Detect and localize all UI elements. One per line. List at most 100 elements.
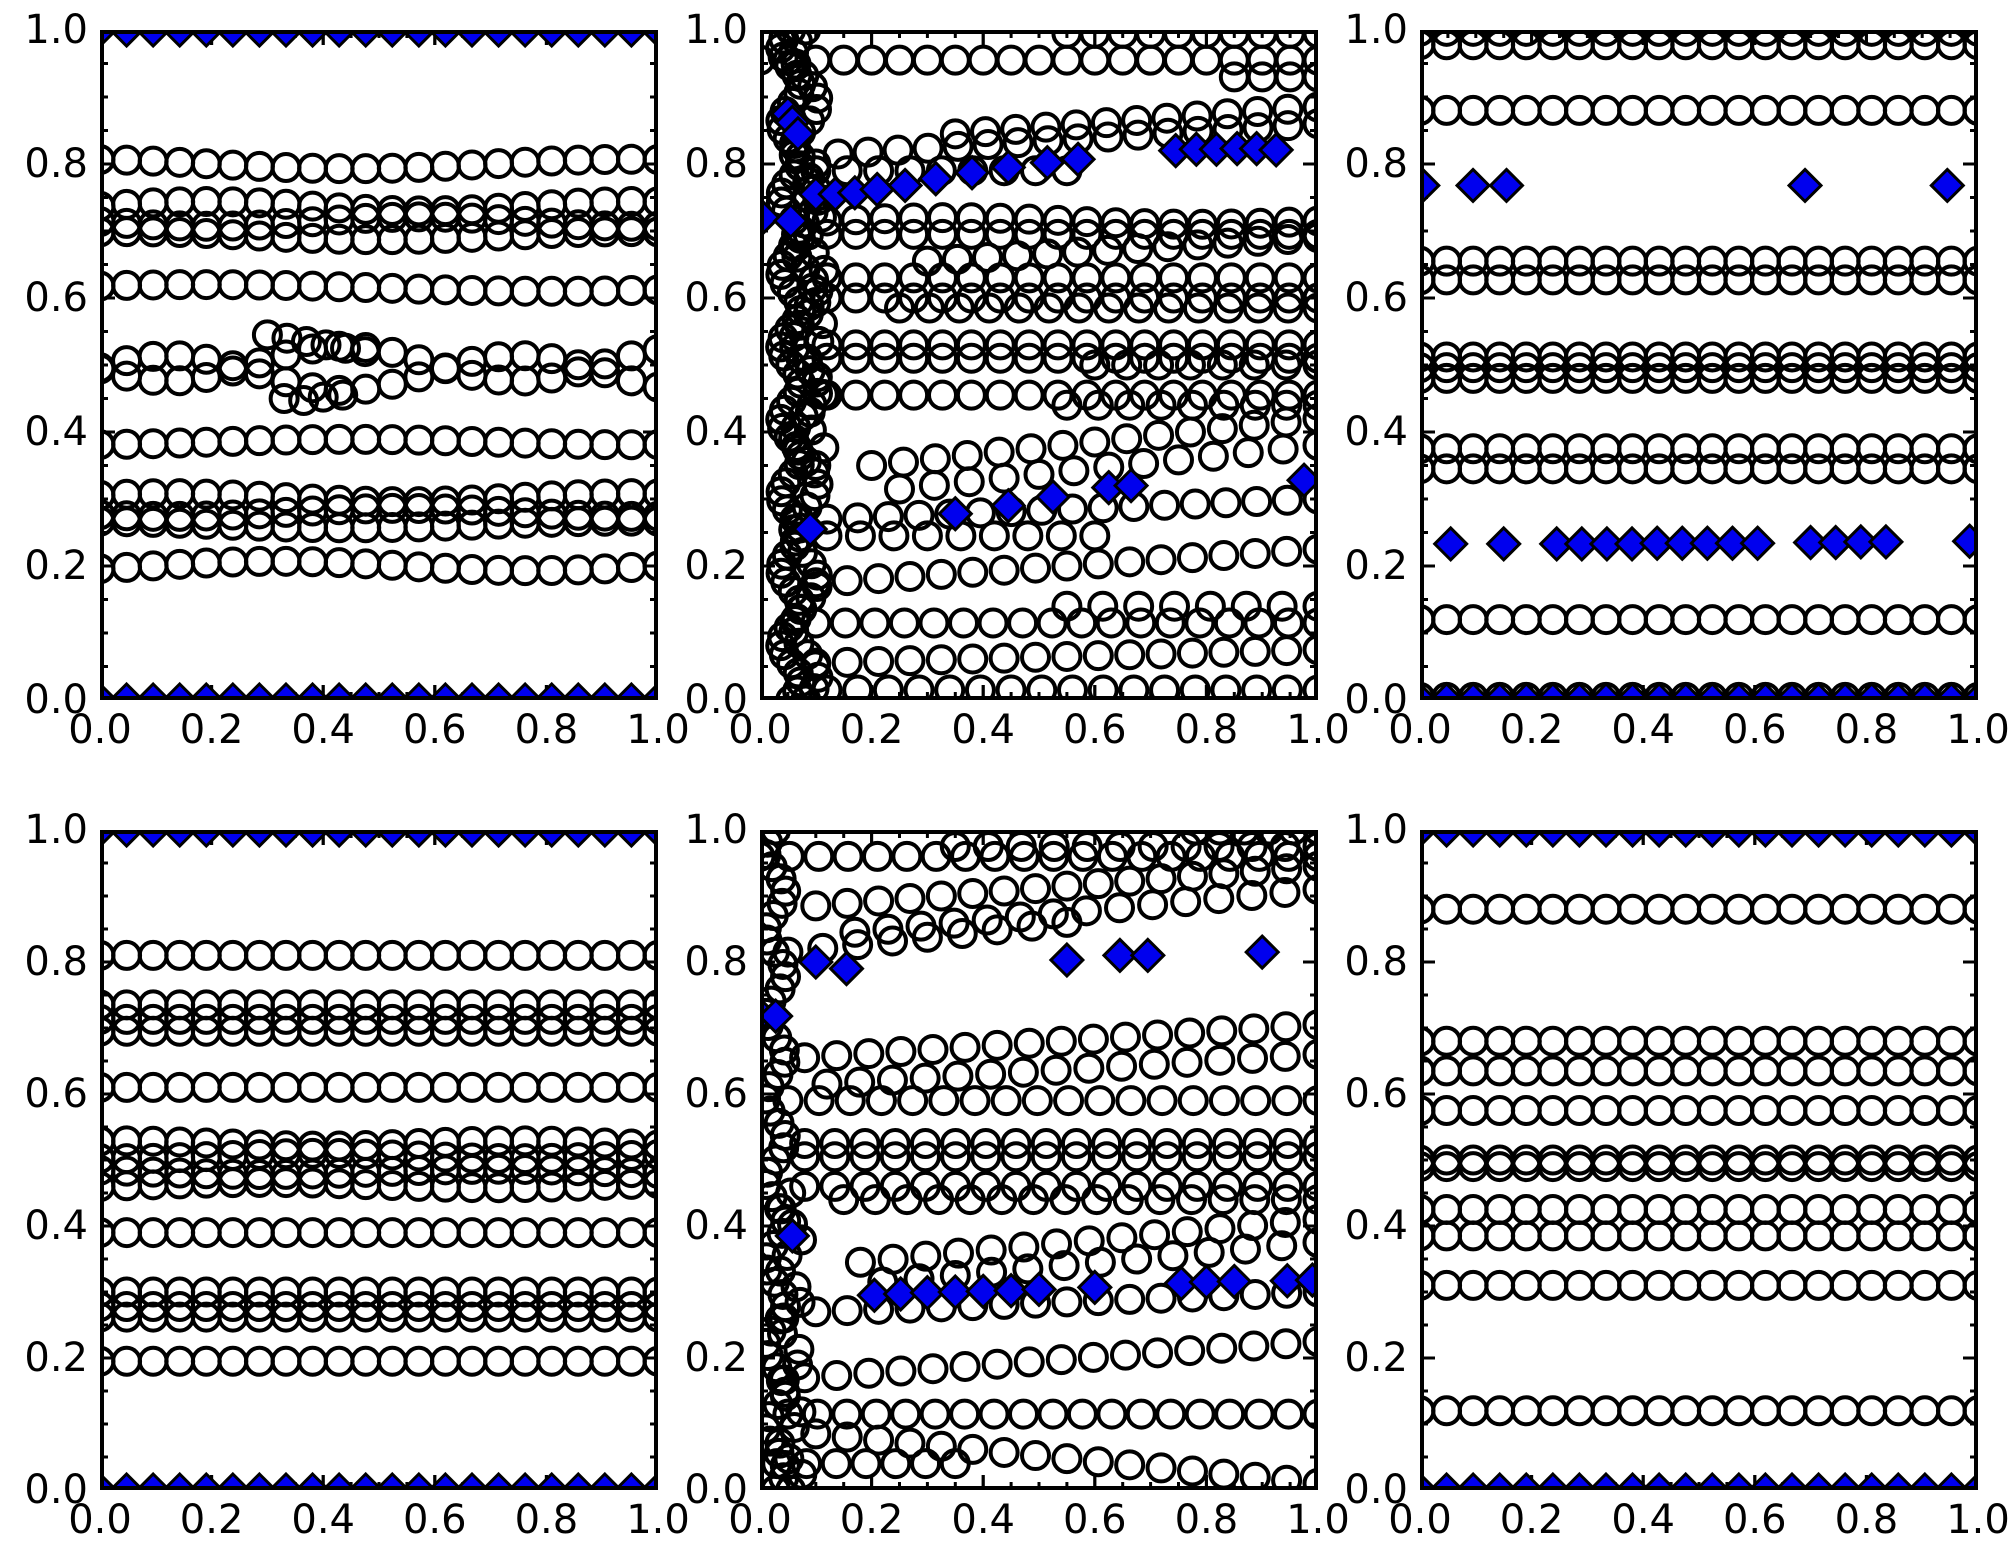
circle-markers (1420, 1395, 1978, 1427)
y-tick-label: 0.2 (24, 1335, 88, 1381)
circle-markers (1079, 349, 1318, 381)
x-tick-label: 0.2 (839, 707, 904, 753)
x-tick-label: 0.6 (402, 707, 467, 753)
circle-markers (1420, 1055, 1978, 1087)
circle-markers (884, 292, 1318, 324)
circle-markers (100, 216, 658, 256)
y-tick-label: 0.2 (24, 543, 88, 589)
circle-markers (789, 1326, 1318, 1394)
x-tick-label: 0.6 (1722, 707, 1787, 753)
x-tick-label: 1.0 (1946, 1497, 2010, 1543)
circle-markers (1420, 362, 1978, 394)
circle-markers (100, 505, 658, 544)
circle-markers (1420, 453, 1978, 485)
x-tick-label: 0.4 (951, 1497, 1015, 1543)
y-tick-label: 0.0 (1344, 677, 1408, 723)
circle-markers (760, 44, 1318, 76)
y-tick-label: 0.6 (684, 1071, 748, 1117)
axes-border (1420, 830, 1978, 1490)
x-tick-label: 0.8 (1174, 707, 1239, 753)
circle-markers (761, 1448, 971, 1480)
circle-markers (1420, 1151, 1978, 1183)
y-tick-label: 0.2 (684, 543, 748, 589)
axes-border (100, 30, 658, 700)
circle-markers (1051, 389, 1318, 421)
y-tick-label: 0.8 (24, 939, 88, 985)
y-tick-label: 1.0 (1344, 7, 1408, 53)
x-tick-label: 0.6 (1062, 1497, 1127, 1543)
x-tick-label: 0.4 (291, 707, 355, 753)
circle-markers (1420, 1194, 1978, 1225)
circle-markers (844, 1203, 1318, 1278)
circle-markers (1420, 264, 1978, 296)
plot-area-top-left (100, 30, 658, 700)
x-tick-label: 0.2 (179, 707, 244, 753)
x-tick-label: 0.6 (402, 1497, 467, 1543)
circle-markers (789, 1141, 1318, 1173)
y-tick-label: 0.4 (1344, 409, 1408, 455)
x-tick-label: 0.4 (291, 1497, 355, 1543)
circle-markers (1420, 604, 1978, 636)
y-tick-label: 1.0 (684, 7, 748, 53)
circle-markers (1420, 1095, 1978, 1126)
circle-markers (100, 1166, 658, 1204)
circle-markers (800, 634, 1318, 679)
circle-markers (811, 483, 1318, 535)
y-tick-label: 0.0 (24, 677, 88, 723)
x-tick-label: 0.8 (514, 707, 579, 753)
circle-markers (268, 379, 359, 417)
y-tick-label: 0.0 (1344, 1467, 1408, 1513)
y-tick-label: 0.6 (1344, 275, 1408, 321)
circle-markers (1420, 1220, 1978, 1252)
y-tick-label: 0.0 (684, 677, 748, 723)
y-tick-label: 0.4 (684, 1203, 748, 1249)
x-tick-label: 0.4 (1611, 707, 1675, 753)
x-tick-label: 0.2 (839, 1497, 904, 1543)
circle-markers (1420, 893, 1978, 925)
circle-markers (100, 1345, 658, 1377)
x-tick-label: 1.0 (1946, 707, 2010, 753)
plot-area-bottom-right (1420, 830, 1978, 1490)
y-tick-label: 0.2 (1344, 543, 1408, 589)
circle-markers (884, 429, 1318, 505)
circle-markers (100, 1291, 658, 1323)
circle-markers (1420, 94, 1978, 126)
diamond-markers (760, 95, 1318, 548)
x-tick-label: 0.6 (1722, 1497, 1787, 1543)
tick-marks (100, 30, 658, 700)
x-tick-label: 0.2 (1499, 1497, 1564, 1543)
x-tick-label: 1.0 (626, 1497, 690, 1543)
axes-border (1420, 30, 1978, 700)
y-tick-label: 0.6 (1344, 1071, 1408, 1117)
circle-markers (100, 1071, 658, 1103)
y-tick-label: 0.8 (1344, 939, 1408, 985)
axes-border (760, 30, 1318, 700)
y-tick-label: 0.4 (684, 409, 748, 455)
circle-markers (1420, 433, 1978, 465)
y-tick-label: 0.6 (24, 275, 88, 321)
circle-markers (100, 143, 658, 185)
circle-markers (772, 906, 1083, 968)
circle-markers (828, 1184, 1318, 1216)
circle-markers (800, 1418, 1318, 1490)
x-tick-label: 0.0 (728, 1497, 792, 1543)
y-tick-label: 0.2 (1344, 1335, 1408, 1381)
circle-markers (100, 269, 658, 307)
y-tick-label: 1.0 (24, 7, 88, 53)
axes-border (760, 830, 1318, 1490)
y-tick-label: 0.6 (24, 1071, 88, 1117)
y-tick-label: 0.4 (1344, 1203, 1408, 1249)
circle-markers (811, 1038, 1318, 1100)
diamond-markers (1432, 523, 1978, 563)
x-tick-label: 0.8 (1834, 707, 1899, 753)
circle-markers (789, 1009, 1318, 1074)
y-tick-label: 0.8 (684, 939, 748, 985)
x-tick-label: 0.8 (1174, 1497, 1239, 1543)
circle-markers (100, 1217, 658, 1249)
y-tick-label: 0.4 (24, 409, 88, 455)
x-tick-label: 0.6 (1062, 707, 1127, 753)
x-tick-label: 1.0 (1286, 1497, 1350, 1543)
y-tick-label: 0.0 (684, 1467, 748, 1513)
y-tick-label: 0.8 (24, 141, 88, 187)
x-tick-label: 0.4 (951, 707, 1015, 753)
